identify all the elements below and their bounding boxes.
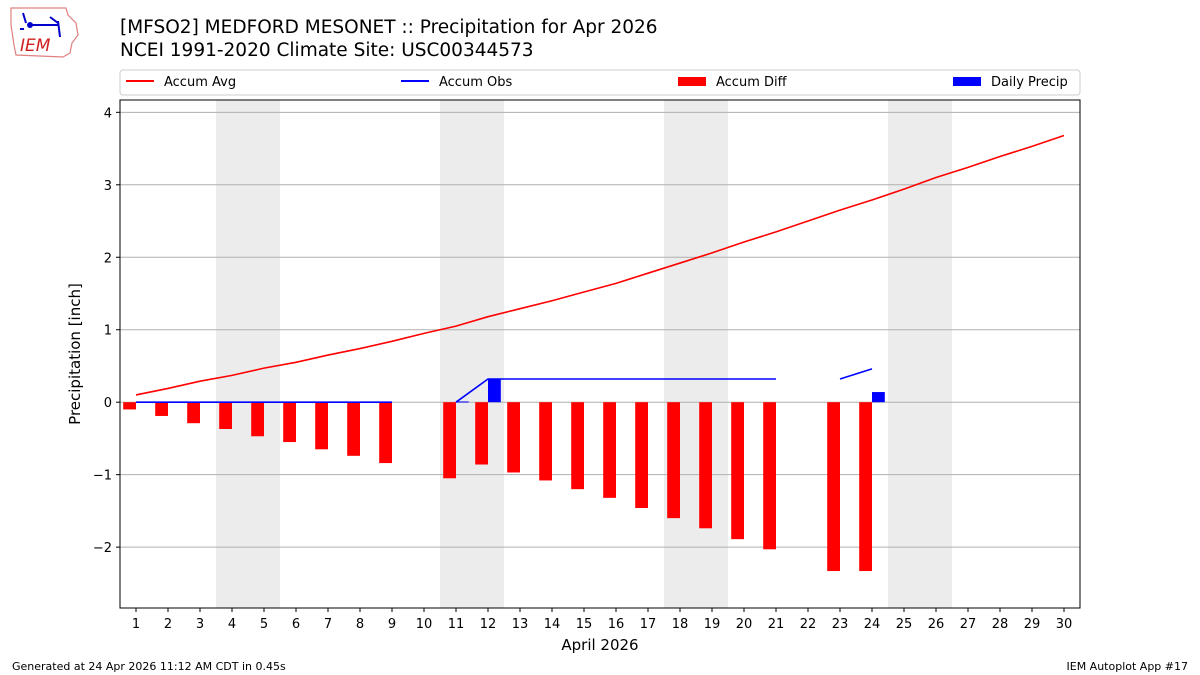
bar-accum-diff: [699, 402, 712, 529]
x-tick-label: 11: [448, 617, 465, 632]
bar-accum-diff: [379, 402, 392, 464]
bar-accum-diff: [155, 402, 168, 416]
legend-label: Accum Avg: [164, 75, 236, 90]
bar-daily-precip: [872, 392, 885, 403]
plot-frame: [119, 99, 1081, 609]
x-tick-label: 8: [356, 617, 364, 632]
x-tick-label: 25: [896, 617, 913, 632]
x-tick-label: 12: [480, 617, 497, 632]
x-tick-label: 29: [1024, 617, 1041, 632]
iem-logo: IEM: [10, 7, 79, 58]
x-tick-label: 22: [800, 617, 817, 632]
x-tick-label: 18: [672, 617, 689, 632]
bar-accum-diff: [667, 402, 680, 519]
legend-swatch: [953, 77, 981, 86]
y-tick-label: 1: [104, 324, 112, 339]
bar-accum-diff: [443, 402, 456, 479]
weekend-shade: [664, 100, 728, 608]
x-tick-label: 15: [576, 617, 593, 632]
x-tick-label: 14: [544, 617, 561, 632]
x-tick-label: 27: [960, 617, 977, 632]
x-tick-label: 7: [324, 617, 332, 632]
legend-swatch: [678, 77, 706, 86]
x-tick-label: 20: [736, 617, 753, 632]
x-tick-label: 5: [260, 617, 268, 632]
x-tick-label: 13: [512, 617, 529, 632]
legend: Accum Avg Accum Obs Accum Diff Daily Precip: [119, 69, 1081, 96]
bar-accum-diff: [635, 402, 648, 508]
x-tick-label: 23: [832, 617, 849, 632]
chart-title: [MFSO2] MEDFORD MESONET :: Precipitation…: [120, 17, 658, 38]
weekend-shade: [440, 100, 504, 608]
line-accum-avg: [135, 134, 1065, 396]
y-tick-label: 4: [104, 106, 112, 121]
svg-text:IEM: IEM: [20, 36, 51, 56]
bar-accum-diff: [123, 402, 136, 410]
bar-accum-diff: [347, 402, 360, 456]
line-accum-obs: [455, 378, 776, 403]
chart-subtitle: NCEI 1991-2020 Climate Site: USC00344573: [120, 40, 534, 61]
bar-accum-diff: [187, 402, 200, 424]
x-axis-label: April 2026: [561, 636, 638, 654]
bar-accum-diff: [219, 402, 232, 430]
x-tick-label: 10: [416, 617, 433, 632]
x-tick-label: 30: [1056, 617, 1073, 632]
x-tick-label: 28: [992, 617, 1009, 632]
x-tick-label: 24: [864, 617, 881, 632]
x-tick-label: 4: [228, 617, 236, 632]
legend-label: Daily Precip: [991, 75, 1068, 90]
line-accum-obs: [839, 368, 873, 380]
bar-accum-diff: [731, 402, 744, 540]
y-tick-label: 3: [104, 179, 112, 194]
bar-accum-diff: [763, 402, 776, 550]
legend-label: Accum Obs: [439, 75, 512, 90]
x-tick-label: 1: [132, 617, 140, 632]
legend-label: Accum Diff: [716, 75, 788, 90]
bar-accum-diff: [859, 402, 872, 572]
x-tick-label: 6: [292, 617, 300, 632]
x-tick-label: 21: [768, 617, 785, 632]
x-tick-label: 19: [704, 617, 721, 632]
bar-accum-diff: [283, 402, 296, 443]
x-tick-label: 3: [196, 617, 204, 632]
y-tick-label: −1: [93, 469, 112, 484]
bar-accum-diff: [539, 402, 552, 481]
bar-accum-diff: [315, 402, 328, 450]
x-tick-label: 9: [388, 617, 396, 632]
y-tick-label: −2: [93, 541, 112, 556]
bar-accum-diff: [571, 402, 584, 490]
x-tick-label: 17: [640, 617, 657, 632]
x-tick-label: 16: [608, 617, 625, 632]
bar-accum-diff: [827, 402, 840, 572]
bar-accum-diff: [603, 402, 616, 498]
bar-daily-precip: [488, 379, 501, 403]
bar-accum-diff: [475, 402, 488, 465]
weekend-shade: [216, 100, 280, 608]
x-tick-label: 26: [928, 617, 945, 632]
y-tick-label: 2: [104, 251, 112, 266]
app-credit: IEM Autoplot App #17: [1066, 660, 1189, 673]
bar-accum-diff: [251, 402, 264, 437]
bar-daily-precip: [456, 401, 469, 403]
y-axis-label: Precipitation [inch]: [66, 283, 84, 425]
bar-accum-diff: [507, 402, 520, 473]
x-tick-label: 2: [164, 617, 172, 632]
y-tick-label: 0: [104, 396, 112, 411]
generated-note: Generated at 24 Apr 2026 11:12 AM CDT in…: [12, 660, 286, 673]
